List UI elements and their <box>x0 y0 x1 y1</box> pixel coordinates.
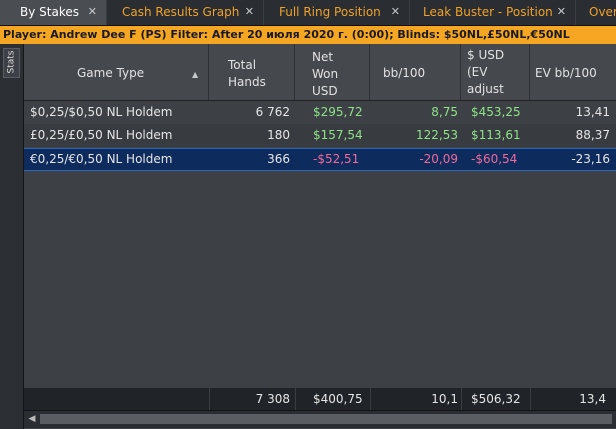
stats-side-tab-label: Stats <box>6 50 17 74</box>
column-divider <box>209 388 210 411</box>
close-icon[interactable]: ✕ <box>87 5 97 18</box>
cell-net-won: -$52,51 <box>313 152 360 166</box>
column-header-label: Net <box>312 50 334 64</box>
stats-strip: Stats <box>0 44 24 429</box>
close-icon[interactable]: ✕ <box>556 5 566 18</box>
column-header-label: (EV <box>467 65 488 79</box>
tab-overall[interactable]: Overa <box>576 0 616 25</box>
cell-game-type: $0,25/$0,50 NL Holdem <box>30 105 173 119</box>
cell-total-hands: 366 <box>267 152 290 166</box>
sort-asc-icon: ▲ <box>192 70 199 79</box>
cell-bb100: 122,53 <box>416 128 458 142</box>
close-icon[interactable]: ✕ <box>244 5 254 18</box>
scrollbar-thumb[interactable] <box>40 414 612 424</box>
table-row-selected[interactable]: €0,25/€0,50 NL Holdem 366 -$52,51 -20,09… <box>24 148 616 171</box>
cell-ev-bb100: -23,16 <box>571 152 610 166</box>
grid-header: Game Type ▲ Total Hands Net Won USD bb/1… <box>24 44 616 101</box>
column-header-label: Won <box>312 67 339 81</box>
column-header-label: bb/100 <box>383 66 426 80</box>
tab-label: By Stakes <box>20 5 79 19</box>
tab-cash-results-graph[interactable]: Cash Results Graph ✕ <box>107 0 264 25</box>
column-header-game-type[interactable]: Game Type ▲ <box>24 44 209 100</box>
tab-by-stakes[interactable]: By Stakes ✕ <box>0 0 107 25</box>
cell-game-type: €0,25/€0,50 NL Holdem <box>30 152 173 166</box>
column-divider <box>370 388 371 411</box>
column-header-total-hands[interactable]: Total Hands <box>209 44 295 100</box>
cell-ev-bb100: 88,37 <box>575 128 610 142</box>
cell-total-hands: 6 762 <box>255 105 290 119</box>
filter-text: Player: Andrew Dee F (PS) Filter: After … <box>3 28 570 41</box>
column-divider <box>295 388 296 411</box>
cell-ev-usd: $113,61 <box>471 128 521 142</box>
cell-bb100: -20,09 <box>419 152 458 166</box>
tab-label: Leak Buster - Position <box>423 5 553 19</box>
column-header-label: Game Type <box>77 66 145 80</box>
column-divider <box>461 388 462 411</box>
column-header-usd-ev-adjusted[interactable]: $ USD (EV adjust <box>461 44 530 100</box>
tab-bar: By Stakes ✕ Cash Results Graph ✕ Full Ri… <box>0 0 616 26</box>
column-header-label: adjust <box>467 82 504 96</box>
cell-net-won: $295,72 <box>313 105 363 119</box>
column-header-label: Hands <box>228 75 266 89</box>
column-header-label: EV bb/100 <box>535 66 597 80</box>
total-ev-usd: $506,32 <box>471 392 521 406</box>
stats-grid: Game Type ▲ Total Hands Net Won USD bb/1… <box>24 44 616 429</box>
close-icon[interactable]: ✕ <box>390 5 400 18</box>
filter-bar: Player: Andrew Dee F (PS) Filter: After … <box>0 26 616 44</box>
horizontal-scrollbar[interactable]: ◀ <box>24 410 616 428</box>
column-header-label: $ USD <box>467 48 505 62</box>
total-ev-bb100: 13,4 <box>579 392 606 406</box>
total-net-won: $400,75 <box>313 392 363 406</box>
cell-ev-usd: $453,25 <box>471 105 521 119</box>
cell-total-hands: 180 <box>267 128 290 142</box>
tab-label: Cash Results Graph <box>122 5 240 19</box>
totals-row: 7 308 $400,75 10,1 $506,32 13,4 <box>24 388 616 411</box>
total-bb100: 10,1 <box>431 392 458 406</box>
tab-label: Full Ring Position <box>279 5 381 19</box>
stats-side-tab[interactable]: Stats <box>3 48 20 78</box>
table-row[interactable]: £0,25/£0,50 NL Holdem 180 $157,54 122,53… <box>24 124 616 147</box>
cell-game-type: £0,25/£0,50 NL Holdem <box>30 128 173 142</box>
total-hands: 7 308 <box>255 392 290 406</box>
cell-ev-bb100: 13,41 <box>575 105 610 119</box>
column-header-bb100[interactable]: bb/100 <box>370 44 461 100</box>
tab-leak-buster-position[interactable]: Leak Buster - Position ✕ <box>410 0 576 25</box>
column-header-label: USD <box>312 84 338 98</box>
tab-full-ring-position[interactable]: Full Ring Position ✕ <box>264 0 410 25</box>
scroll-left-icon[interactable]: ◀ <box>28 414 36 424</box>
column-header-net-won-usd[interactable]: Net Won USD <box>295 44 370 100</box>
table-row[interactable]: $0,25/$0,50 NL Holdem 6 762 $295,72 8,75… <box>24 101 616 124</box>
cell-net-won: $157,54 <box>313 128 363 142</box>
tab-label: Overa <box>589 5 616 19</box>
column-header-ev-bb100[interactable]: EV bb/100 <box>530 44 616 100</box>
column-divider <box>530 388 531 411</box>
cell-ev-usd: -$60,54 <box>471 152 518 166</box>
column-header-label: Total <box>228 58 257 72</box>
cell-bb100: 8,75 <box>431 105 458 119</box>
